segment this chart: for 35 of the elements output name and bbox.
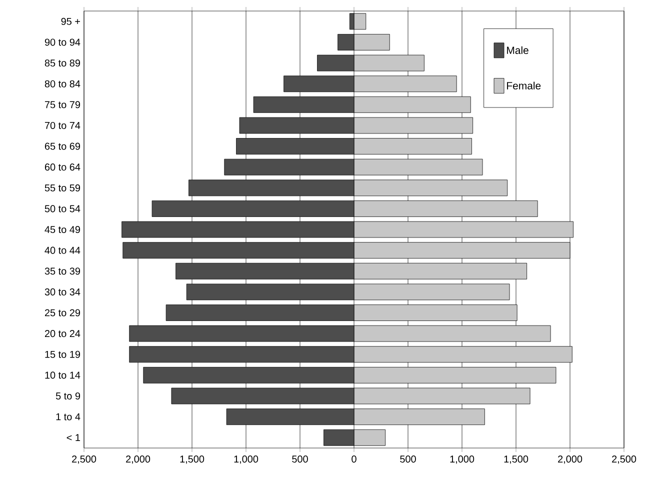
y-tick-label: < 1 [66,434,80,442]
y-tick-label: 30 to 34 [44,288,80,296]
y-tick-label: 75 to 79 [44,101,80,108]
x-tick-label: 1,500 [180,456,204,464]
y-tick-label: 1 to 4 [56,413,80,420]
x-tick-label: 1,500 [504,456,528,464]
y-tick-label: 80 to 84 [44,80,80,88]
y-tick-label: 40 to 44 [44,246,80,254]
y-tick-label: 25 to 29 [44,309,80,316]
y-tick-label: 10 to 14 [45,372,80,379]
y-tick-label: 15 to 19 [45,350,80,358]
y-tick-label: 60 to 64 [44,164,80,171]
x-tick-label: 500 [292,456,308,463]
bar [354,13,366,30]
legend-label: Male [507,46,528,54]
x-tick-label: 2,000 [126,456,150,464]
y-tick-label: 90 to 94 [44,38,80,46]
y-tick-label: 35 to 39 [44,268,80,275]
x-tick-label: 0 [352,456,356,463]
x-tick-label: 2,000 [558,456,582,464]
x-tick-label: 1,000 [234,456,258,464]
y-tick-label: 95 + [61,18,80,25]
x-tick-label: 2,500 [72,456,96,464]
y-tick-label: 65 to 69 [44,142,80,150]
y-tick-label: 20 to 24 [44,330,80,338]
y-tick-label: 70 to 74 [44,122,80,129]
y-tick-label: 55 to 59 [44,184,80,192]
y-tick-label: 45 to 49 [44,226,80,234]
y-tick-label: 85 to 89 [44,60,80,67]
y-tick-label: 5 to 9 [56,392,80,400]
legend-label: Female [507,82,541,90]
x-tick-label: 1,000 [450,456,474,464]
x-tick-label: 500 [400,456,416,463]
y-tick-label: 50 to 54 [44,205,80,212]
x-tick-label: 2,500 [612,456,636,464]
